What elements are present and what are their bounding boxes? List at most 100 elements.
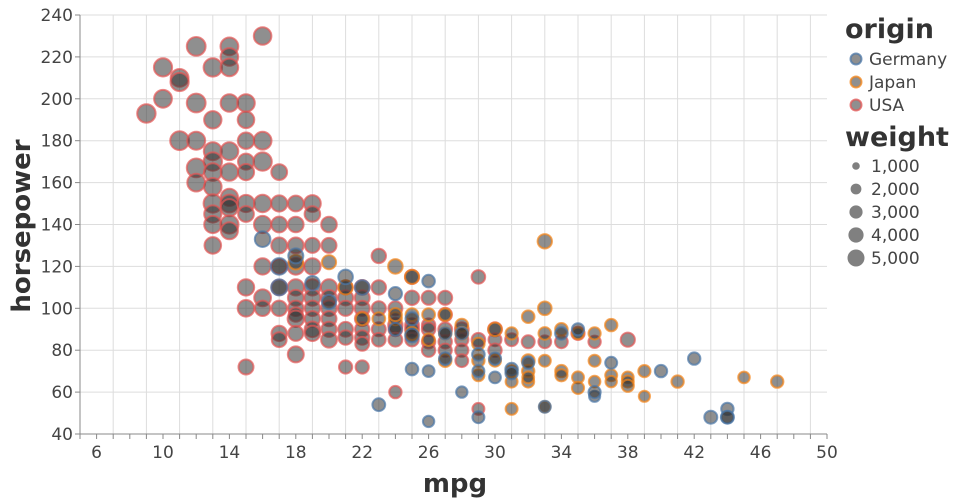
legend-size-swatch	[847, 249, 865, 267]
legend-size-label: 4,000	[871, 226, 920, 246]
data-point-germany	[404, 327, 420, 344]
data-point-usa	[236, 110, 256, 130]
data-point-usa	[219, 93, 240, 113]
data-point-usa	[354, 359, 370, 375]
data-point-japan	[520, 309, 536, 325]
data-point-usa	[152, 57, 174, 78]
data-point-usa	[203, 214, 223, 235]
data-point-japan	[637, 364, 652, 379]
data-point-germany	[504, 366, 519, 381]
data-point-usa	[169, 130, 191, 152]
size-legend-title: weight	[845, 122, 949, 153]
data-point-japan	[604, 374, 618, 389]
legend-size-label: 1,000	[871, 157, 920, 177]
data-point-germany	[387, 286, 403, 302]
data-point-japan	[536, 233, 553, 250]
data-point-germany	[687, 351, 702, 366]
data-point-germany	[421, 273, 436, 289]
legend-swatch-germany	[849, 52, 863, 66]
data-point-usa	[270, 236, 289, 255]
x-tick-label: 34	[551, 443, 573, 463]
data-point-germany	[471, 364, 486, 379]
data-point-usa	[303, 236, 321, 254]
data-point-germany	[471, 410, 486, 425]
data-point-usa	[320, 215, 338, 234]
data-point-usa	[354, 336, 371, 352]
y-tick-label: 180	[41, 132, 73, 152]
x-tick-label: 6	[91, 443, 102, 463]
data-point-germany	[304, 275, 321, 292]
legend-size-swatch	[852, 162, 860, 170]
data-point-usa	[253, 299, 272, 317]
data-point-usa	[270, 331, 288, 349]
data-point-germany	[487, 351, 503, 366]
data-point-usa	[252, 193, 273, 214]
data-point-germany	[269, 257, 289, 276]
data-point-usa	[252, 130, 273, 151]
grid	[79, 14, 827, 435]
data-point-usa	[236, 163, 256, 182]
data-point-japan	[504, 326, 519, 341]
y-tick-label: 220	[41, 48, 73, 68]
data-point-usa	[287, 324, 305, 342]
legend-swatch-usa	[849, 98, 863, 112]
legend-size-label: 2,000	[871, 180, 920, 200]
data-point-japan	[521, 370, 536, 385]
data-point-usa	[370, 247, 387, 265]
data-point-usa	[270, 299, 288, 317]
data-point-japan	[587, 326, 602, 341]
legend-size-swatch	[850, 183, 862, 195]
data-point-germany	[287, 247, 305, 265]
x-tick-label: 50	[816, 443, 838, 463]
data-point-germany	[253, 230, 272, 248]
data-point-japan	[387, 258, 404, 275]
data-point-usa	[338, 359, 354, 375]
color-legend-title: origin	[845, 14, 934, 45]
data-point-japan	[670, 374, 685, 389]
data-point-usa	[371, 331, 387, 348]
data-point-usa	[219, 198, 239, 218]
data-points	[136, 26, 785, 429]
data-point-germany	[404, 361, 420, 377]
legend-size-label: 5,000	[871, 249, 920, 269]
data-point-usa	[388, 384, 403, 400]
data-point-japan	[770, 374, 785, 389]
legend-label-usa: USA	[869, 96, 905, 116]
legend-size-swatch	[848, 227, 864, 243]
y-tick-label: 40	[51, 425, 73, 445]
data-point-usa	[186, 130, 207, 151]
x-tick-label: 46	[750, 443, 772, 463]
data-point-usa	[185, 92, 207, 114]
data-point-usa	[370, 279, 387, 296]
data-point-germany	[404, 311, 420, 327]
data-point-usa	[303, 324, 322, 343]
data-point-usa	[337, 299, 355, 317]
data-point-usa	[185, 36, 207, 57]
data-point-germany	[554, 326, 569, 341]
data-point-japan	[421, 332, 436, 347]
data-point-germany	[471, 347, 486, 362]
data-point-japan	[637, 389, 652, 403]
data-point-germany	[371, 397, 387, 413]
x-tick-label: 42	[683, 443, 705, 463]
data-point-usa	[186, 172, 207, 193]
data-point-usa	[153, 88, 173, 109]
legend-size-swatch	[849, 205, 863, 219]
legend-label-japan: Japan	[868, 73, 916, 93]
y-tick-label: 80	[51, 341, 73, 361]
data-point-germany	[454, 326, 470, 341]
data-point-japan	[537, 353, 552, 368]
data-point-usa	[420, 289, 437, 306]
data-point-japan	[438, 307, 453, 322]
data-point-japan	[587, 353, 602, 368]
legend-label-germany: Germany	[869, 50, 947, 70]
data-point-usa	[203, 236, 223, 255]
data-point-usa	[236, 131, 256, 150]
data-point-germany	[570, 322, 586, 337]
data-point-usa	[286, 194, 305, 213]
data-point-usa	[303, 205, 322, 223]
data-point-usa	[520, 334, 536, 350]
data-point-japan	[620, 378, 635, 393]
data-point-germany	[604, 355, 619, 370]
data-point-usa	[136, 103, 157, 124]
